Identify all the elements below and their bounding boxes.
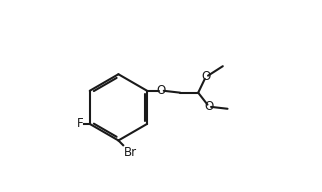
Text: O: O	[201, 70, 210, 83]
Text: O: O	[157, 84, 166, 97]
Text: Br: Br	[124, 146, 137, 159]
Text: F: F	[77, 118, 83, 130]
Text: O: O	[204, 100, 213, 113]
